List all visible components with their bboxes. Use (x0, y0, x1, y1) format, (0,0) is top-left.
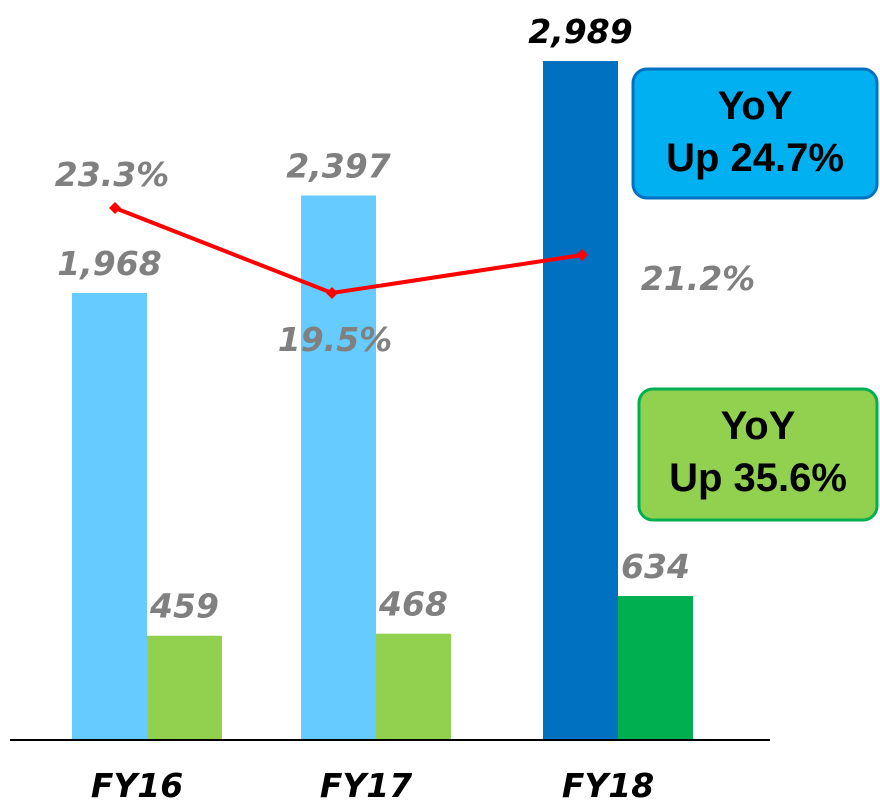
value-label: 2,397 (286, 146, 390, 185)
value-label: 634 (621, 547, 690, 586)
annotation-text: Up 24.7% (666, 136, 844, 180)
x-tick-label: FY18 (562, 766, 654, 805)
annotation-box (637, 387, 879, 522)
annotation-text: Up 35.6% (669, 456, 847, 500)
bar (301, 195, 376, 741)
line-marker (326, 287, 338, 299)
bar (376, 633, 451, 740)
value-label: 23.3% (55, 155, 170, 194)
value-label: 1,968 (57, 244, 161, 283)
annotation-text: YoY (721, 404, 796, 448)
value-label: 2,989 (528, 12, 632, 51)
value-label: 459 (149, 587, 219, 626)
x-tick-label: FY16 (91, 766, 183, 805)
bar (72, 292, 147, 740)
value-label: 19.5% (278, 320, 393, 359)
line-marker (109, 202, 121, 214)
bar (618, 595, 693, 740)
value-label: 21.2% (641, 259, 756, 298)
bar (543, 61, 618, 740)
bar (147, 635, 222, 740)
line-marker (576, 248, 588, 261)
x-tick-label: FY17 (320, 766, 412, 805)
value-label: 468 (378, 585, 448, 624)
annotation-text: YoY (718, 84, 793, 128)
annotation-box (631, 67, 879, 200)
